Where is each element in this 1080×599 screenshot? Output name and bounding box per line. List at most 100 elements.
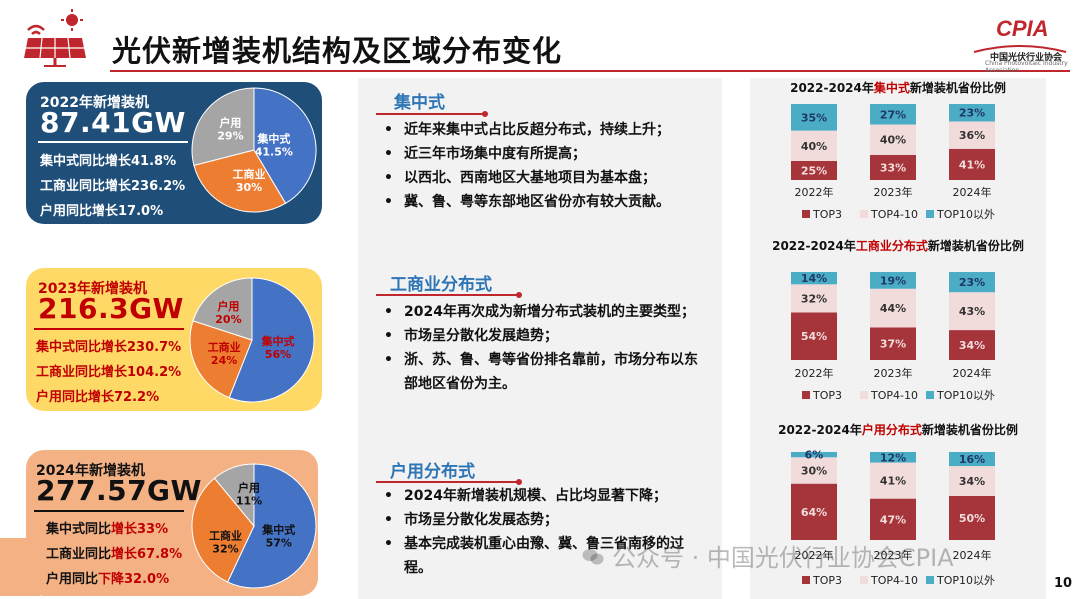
bullet-item: 冀、鲁、粤等东部地区省份亦有较大贡献。 xyxy=(378,190,718,214)
bullet-item: 基本完成装机重心由豫、冀、鲁三省南移的过程。 xyxy=(378,532,708,580)
card-2023-stat-commercial: 工商业同比增长104.2% xyxy=(36,365,182,380)
bullet-item: 市场呈分散化发展态势； xyxy=(378,508,722,532)
bullet-item: 浙、苏、鲁、粤等省份排名靠前，市场分布以东部地区省份为主。 xyxy=(378,348,708,396)
card-2023-stat-residential: 户用同比增长72.2% xyxy=(36,390,160,405)
section-title-residential: 户用分布式 xyxy=(390,462,475,482)
cpia-org-name-en: China Photovoltaic Industry Association xyxy=(985,60,1068,74)
bar-segment xyxy=(949,466,995,496)
pie-slice-value: 32% xyxy=(212,543,238,556)
legend-label: TOP3 xyxy=(812,574,842,587)
legend-swatch xyxy=(802,210,810,218)
bar-segment xyxy=(870,104,916,125)
bar-segment xyxy=(949,148,995,180)
section-title-centralized: 集中式 xyxy=(394,93,445,113)
bullet-item: 近年来集中式占比反超分布式，持续上升； xyxy=(378,118,718,142)
solar-panel-icon xyxy=(24,9,86,67)
bar-segment xyxy=(870,498,916,540)
card-2024-stat-commercial: 工商业同比增长67.8% xyxy=(46,547,183,562)
section-underline xyxy=(376,113,484,115)
card-2022-stat-residential: 户用同比增长17.0% xyxy=(40,204,164,219)
section-bullets-commercial: 2024年再次成为新增分布式装机的主要类型； 市场呈分散化发展趋势； 浙、苏、鲁… xyxy=(378,300,730,396)
bar-segment xyxy=(870,452,916,463)
bar-segment xyxy=(949,292,995,331)
category-tick-label: 2023年 xyxy=(874,548,913,562)
legend-label: TOP10以外 xyxy=(936,389,995,402)
card-2024-stat-centralized: 集中式同比增长33% xyxy=(46,522,169,537)
bar-segment xyxy=(949,104,995,122)
bar-data-label: 41% xyxy=(880,475,906,488)
bar-segment xyxy=(791,130,837,161)
card-2023-divider xyxy=(34,328,184,330)
pie-slice-label: 集中式 xyxy=(256,132,290,146)
legend-swatch xyxy=(926,210,934,218)
category-tick-label: 2023年 xyxy=(874,185,913,199)
bar-data-label: 12% xyxy=(880,451,906,464)
card-2024-total: 277.57GW xyxy=(36,474,202,507)
bullet-item: 近三年市场集中度有所提高； xyxy=(378,142,718,166)
legend-swatch xyxy=(860,576,868,584)
legend-label: TOP4-10 xyxy=(870,389,918,402)
pie-slice-value: 57% xyxy=(266,536,292,549)
bar-data-label: 32% xyxy=(801,292,827,305)
bar-segment xyxy=(870,288,916,328)
bar-data-label: 23% xyxy=(959,107,985,120)
legend-swatch xyxy=(926,576,934,584)
cpia-logo-text: CPIA xyxy=(996,16,1049,41)
bar-data-label: 25% xyxy=(801,165,827,178)
bullet-item: 以西北、西南地区大基地项目为基本盘； xyxy=(378,166,718,190)
legend-swatch xyxy=(802,576,810,584)
bar-segment xyxy=(870,272,916,289)
section-underline xyxy=(376,294,518,296)
bullet-item: 市场呈分散化发展趋势； xyxy=(378,324,730,348)
pie-slice-1 xyxy=(193,149,287,213)
pie-slice-0 xyxy=(253,87,317,205)
pie-slice-value: 11% xyxy=(236,494,262,507)
category-tick-label: 2022年 xyxy=(795,548,834,562)
bar-data-label: 23% xyxy=(959,276,985,289)
card-2023-year: 2023年新增装机 xyxy=(38,281,147,297)
section-underline-dot xyxy=(516,292,522,298)
watermark: 公众号 · 中国光伏行业协会CPIA xyxy=(612,544,954,572)
bar-segment xyxy=(791,161,837,180)
bar-data-label: 34% xyxy=(959,339,985,352)
bar-segment xyxy=(949,452,995,467)
pie-slice-0 xyxy=(228,277,315,403)
bar-data-label: 6% xyxy=(805,449,824,462)
bar-segment xyxy=(870,327,916,360)
card-2023-stat-centralized: 集中式同比增长230.7% xyxy=(36,340,182,355)
pie-slice-value: 30% xyxy=(236,181,262,194)
bullet-item: 2024年新增装机规模、占比均显著下降； xyxy=(378,484,722,508)
pie-slice-value: 20% xyxy=(215,313,241,326)
section-bullets-residential: 2024年新增装机规模、占比均显著下降； 市场呈分散化发展态势； 基本完成装机重… xyxy=(378,484,722,580)
bar-data-label: 16% xyxy=(959,453,985,466)
cpia-org-name: 中国光伏行业协会 xyxy=(990,53,1063,63)
chart-title: 2022-2024年工商业分布式新增装机省份比例 xyxy=(772,238,1024,253)
pie-slice-value: 56% xyxy=(265,348,291,361)
bar-segment xyxy=(870,124,916,155)
category-tick-label: 2023年 xyxy=(874,366,913,380)
pie-slice-label: 工商业 xyxy=(208,340,241,354)
pie-slice-label: 集中式 xyxy=(261,522,295,536)
bar-segment xyxy=(791,104,837,131)
category-tick-label: 2024年 xyxy=(953,366,992,380)
bar-segment xyxy=(791,483,837,540)
category-tick-label: 2022年 xyxy=(795,366,834,380)
card-2024-year: 2024年新增装机 xyxy=(36,463,145,479)
pie-slice-1 xyxy=(189,320,253,399)
bar-data-label: 50% xyxy=(959,512,985,525)
bar-segment xyxy=(949,121,995,149)
bar-data-label: 37% xyxy=(880,338,906,351)
bar-segment xyxy=(949,272,995,293)
chart-title: 2022-2024年集中式新增装机省份比例 xyxy=(790,80,1006,95)
card-2023-total: 216.3GW xyxy=(38,292,184,325)
card-2024-divider xyxy=(34,510,184,512)
bar-data-label: 47% xyxy=(880,513,906,526)
section-underline-dot xyxy=(482,111,488,117)
bar-data-label: 40% xyxy=(880,134,906,147)
card-2022-year: 2022年新增装机 xyxy=(40,95,149,111)
card-2022-stat-commercial: 工商业同比增长236.2% xyxy=(40,179,186,194)
bar-data-label: 14% xyxy=(801,272,827,285)
